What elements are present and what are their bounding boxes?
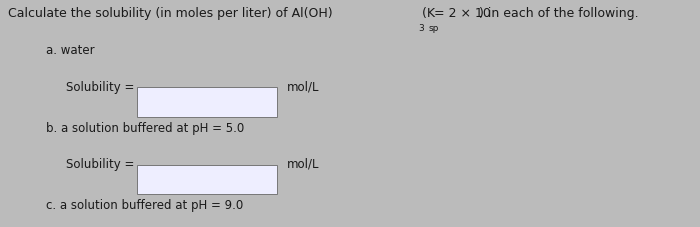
FancyBboxPatch shape bbox=[136, 165, 276, 194]
Text: c. a solution buffered at pH = 9.0: c. a solution buffered at pH = 9.0 bbox=[46, 199, 243, 212]
Text: Calculate the solubility (in moles per liter) of Al(OH): Calculate the solubility (in moles per l… bbox=[8, 7, 333, 20]
Text: Solubility =: Solubility = bbox=[66, 158, 135, 171]
Text: 3: 3 bbox=[419, 24, 424, 33]
Text: = 2 × 10: = 2 × 10 bbox=[430, 7, 491, 20]
Text: mol/L: mol/L bbox=[287, 81, 319, 94]
Text: b. a solution buffered at pH = 5.0: b. a solution buffered at pH = 5.0 bbox=[46, 122, 244, 135]
FancyBboxPatch shape bbox=[136, 87, 276, 117]
Text: a. water: a. water bbox=[46, 44, 94, 57]
Text: sp: sp bbox=[428, 24, 439, 33]
Text: Solubility =: Solubility = bbox=[66, 81, 135, 94]
Text: ) in each of the following.: ) in each of the following. bbox=[480, 7, 639, 20]
Text: (K: (K bbox=[418, 7, 435, 20]
Text: mol/L: mol/L bbox=[287, 158, 319, 171]
